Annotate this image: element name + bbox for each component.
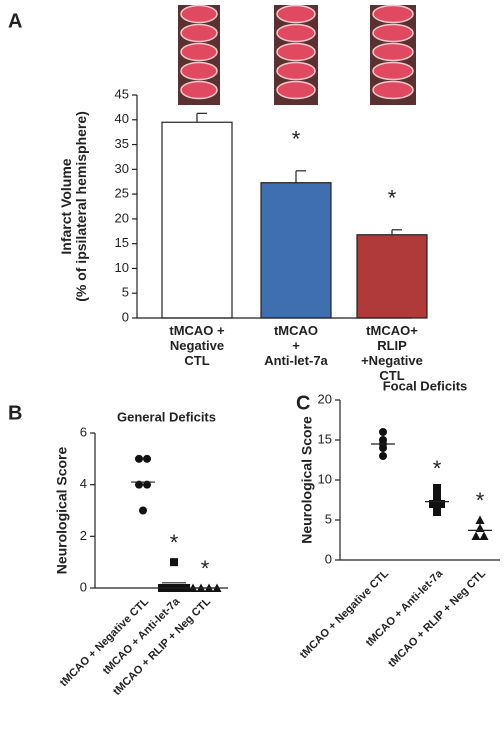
y-tick-label: 5 bbox=[325, 511, 332, 526]
y-axis-label: Infarct Volume(% of ipsilateral hemisphe… bbox=[58, 111, 89, 302]
brain-slice bbox=[372, 80, 414, 100]
y-tick-label: 15 bbox=[318, 431, 332, 446]
brain-slice bbox=[180, 23, 218, 43]
point bbox=[437, 500, 445, 508]
panel-letter: B bbox=[8, 402, 22, 424]
y-tick-label: 4 bbox=[80, 476, 87, 491]
chart-title: General Deficits bbox=[117, 409, 216, 424]
significance: * bbox=[476, 488, 485, 513]
y-tick-label: 45 bbox=[115, 86, 129, 101]
bar bbox=[161, 121, 233, 319]
y-tick-label: 35 bbox=[115, 136, 129, 151]
brain-slice bbox=[372, 4, 414, 24]
brain-slice bbox=[372, 61, 414, 81]
brain-slice bbox=[276, 42, 316, 62]
y-tick-label: 10 bbox=[318, 471, 332, 486]
panel-letter: A bbox=[8, 10, 22, 32]
point bbox=[475, 515, 485, 524]
point bbox=[479, 531, 489, 540]
brain-slice bbox=[372, 23, 414, 43]
y-tick-label: 2 bbox=[80, 528, 87, 543]
y-tick-label: 40 bbox=[115, 111, 129, 126]
point bbox=[379, 428, 387, 436]
significance: * bbox=[388, 186, 397, 211]
y-tick-label: 30 bbox=[115, 161, 129, 176]
point bbox=[433, 484, 441, 492]
point bbox=[429, 500, 437, 508]
point bbox=[143, 454, 151, 463]
y-tick-label: 20 bbox=[318, 391, 332, 406]
y-tick-label: 25 bbox=[115, 186, 129, 201]
point bbox=[135, 454, 143, 463]
chart-title: Focal Deficits bbox=[383, 378, 468, 393]
x-tick-label: tMCAO+ RLIP +Negative CTL bbox=[361, 323, 423, 383]
brain-slice bbox=[276, 4, 316, 24]
point bbox=[433, 492, 441, 500]
point bbox=[433, 508, 441, 516]
y-axis-label: Neurological Score bbox=[54, 446, 70, 574]
brain-slice bbox=[180, 4, 218, 24]
brain-slice bbox=[276, 80, 316, 100]
brain-slice bbox=[276, 61, 316, 81]
x-tick-label: tMCAO + Negative CTL bbox=[169, 323, 225, 368]
bar bbox=[356, 234, 428, 319]
brain-slice bbox=[372, 42, 414, 62]
brain-slice bbox=[180, 42, 218, 62]
x-tick-label: tMCAO + Anti-let-7a bbox=[264, 323, 328, 368]
y-tick-label: 0 bbox=[80, 579, 87, 594]
brain-slice bbox=[276, 23, 316, 43]
point bbox=[170, 558, 178, 567]
y-tick-label: 10 bbox=[115, 260, 129, 275]
x-tick-label: tMCAO + Negative CTL bbox=[298, 568, 392, 662]
y-axis-label: Neurological Score bbox=[299, 416, 315, 544]
point bbox=[379, 452, 387, 460]
significance: * bbox=[433, 456, 442, 481]
brain-slice bbox=[180, 61, 218, 81]
significance: * bbox=[201, 556, 210, 581]
y-tick-label: 6 bbox=[80, 424, 87, 439]
panel-letter: C bbox=[296, 392, 310, 414]
point bbox=[379, 444, 387, 452]
y-tick-label: 20 bbox=[115, 210, 129, 225]
significance: * bbox=[292, 127, 301, 152]
y-tick-label: 15 bbox=[115, 235, 129, 250]
bar bbox=[260, 182, 332, 319]
y-tick-label: 0 bbox=[122, 309, 129, 324]
y-tick-label: 5 bbox=[122, 285, 129, 300]
point bbox=[139, 506, 147, 515]
significance: * bbox=[170, 530, 179, 555]
brain-slice bbox=[180, 80, 218, 100]
point bbox=[471, 531, 481, 540]
y-tick-label: 0 bbox=[325, 551, 332, 566]
